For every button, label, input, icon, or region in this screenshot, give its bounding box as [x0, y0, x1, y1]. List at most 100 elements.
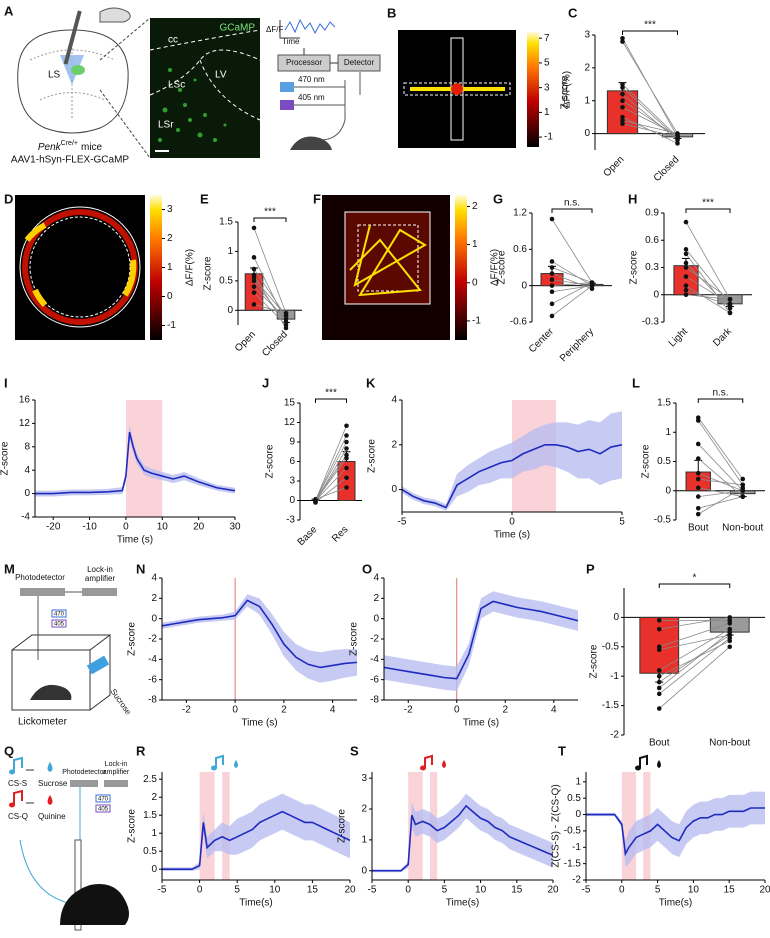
y-tick-label: 12: [19, 418, 31, 429]
boundaries: [149, 29, 261, 121]
sipper: [74, 839, 82, 931]
cue: CS-S: [8, 779, 27, 788]
y-axis-label: Z-score: [265, 444, 276, 478]
pair-line: [658, 646, 731, 709]
panel: G -0.6 0 0.6 1.2 Z-score Center Periphery n.s.: [493, 191, 612, 364]
point: [344, 452, 349, 458]
panel: B -1 1 3 5 7 ΔF/F(%): [387, 5, 573, 147]
y-tick-label: 0: [575, 809, 581, 820]
panel-letter: T: [558, 743, 566, 758]
point: [656, 691, 662, 697]
x-tick-label: 20: [547, 885, 559, 896]
x-tick-label: -20: [46, 522, 61, 533]
y-tick-label: -1: [572, 842, 581, 853]
y-tick-label: 3: [361, 773, 367, 784]
pair-line: [551, 282, 593, 287]
x-tick-label: 10: [688, 885, 700, 896]
pair-line: [685, 294, 731, 300]
point: [283, 322, 289, 328]
point: [740, 476, 746, 482]
outcome: Quinine: [38, 812, 66, 821]
stimulus-shade: [199, 772, 215, 880]
pair-line: [253, 277, 287, 317]
y-tick-label: 0: [151, 864, 157, 875]
colorbar-tick-label: 7: [544, 33, 550, 44]
x-axis-label: Time (s): [463, 718, 499, 729]
colorbar-tick-label: 1: [167, 262, 173, 273]
x-tick-label: Open: [233, 329, 258, 354]
x-tick-label: 20: [193, 522, 205, 533]
sig-label: ***: [325, 388, 337, 399]
error-band: [162, 594, 357, 683]
pair-line: [698, 478, 743, 486]
point: [695, 418, 701, 423]
pair-line: [622, 120, 678, 134]
signal-trace: [284, 18, 336, 35]
optics: [294, 72, 361, 120]
colorbar: [527, 32, 539, 147]
y-tick-label: -4: [21, 512, 30, 523]
panel: F -1 0 1 2 ΔF/F(%): [313, 191, 501, 340]
point: [549, 216, 555, 222]
sig-bracket: [551, 208, 593, 213]
y-tick-label: -6: [148, 674, 157, 685]
x-tick-label: 15: [511, 885, 523, 896]
point: [344, 439, 349, 445]
point: [727, 629, 733, 635]
point: [251, 278, 257, 284]
y-axis-label: Z-score: [127, 622, 138, 656]
panel-letter: R: [136, 743, 146, 758]
photodetector: Photodetector: [62, 769, 106, 776]
pair-line: [253, 286, 287, 320]
signal-label: ΔF/F: [266, 25, 283, 34]
y-tick-label: 0.9: [645, 208, 659, 219]
y-tick-label: -2: [572, 875, 581, 886]
x-tick-label: -5: [582, 885, 591, 896]
point: [620, 114, 625, 120]
x-tick-label: 5: [442, 885, 448, 896]
pair-line: [698, 496, 743, 509]
pair-line: [659, 631, 730, 689]
y-tick-label: -1: [610, 671, 619, 682]
y-tick-label: 1.2: [513, 208, 527, 219]
panel-letter: H: [628, 191, 637, 206]
y-axis-label: Z-score: [629, 250, 640, 284]
pair-line: [697, 417, 744, 480]
sig-bracket: [622, 30, 678, 35]
y-tick-label: -0.6: [510, 317, 528, 328]
y-tick-label: 0: [289, 495, 295, 506]
wavelength: 405 nm: [298, 93, 325, 102]
mean-line: [35, 431, 235, 495]
sucrose-bottle: [86, 655, 110, 675]
point: [620, 98, 625, 104]
pair-line: [685, 285, 731, 314]
point: [549, 265, 555, 270]
x-tick-label: 0: [232, 705, 238, 716]
y-tick-label: 6: [289, 456, 295, 467]
mouse-brain-icon: [99, 7, 131, 23]
mean-line: [586, 807, 765, 857]
mouse-line-name: Penk: [38, 142, 62, 153]
sig-label: n.s.: [564, 198, 580, 209]
panel-letter: K: [366, 375, 376, 390]
colorbar-tick-label: -1: [167, 320, 176, 331]
stimulus-shade: [125, 400, 163, 517]
mean-line: [162, 599, 357, 669]
x-tick-label: -10: [82, 522, 97, 533]
y-tick-label: 1.5: [143, 810, 157, 821]
colorbar-tick-label: 0: [472, 277, 478, 288]
scale-axes: [279, 20, 300, 39]
point: [675, 141, 680, 146]
y-axis-label: Z(CS-S) - Z(CS-Q): [551, 784, 562, 867]
mouse-icon: [30, 684, 72, 700]
point: [283, 310, 289, 316]
point: [549, 271, 555, 276]
y-tick-label: 2: [373, 593, 379, 604]
processor: Processor: [286, 58, 322, 67]
point: [683, 219, 689, 225]
colorbar: [455, 195, 467, 340]
pair-line: [622, 87, 678, 139]
point: [620, 81, 625, 87]
